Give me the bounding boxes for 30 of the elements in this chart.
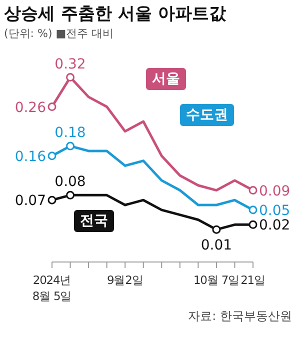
text: 수도권 xyxy=(180,104,234,126)
point xyxy=(248,206,258,214)
point xyxy=(48,102,56,112)
data-label: 0.05 xyxy=(259,202,290,219)
x-tick-label: 10월 7일 xyxy=(193,273,240,287)
data-label: 0.01 xyxy=(200,238,232,254)
data-label: 0.32 xyxy=(54,56,86,72)
point xyxy=(48,196,56,204)
point xyxy=(248,186,258,195)
point xyxy=(212,225,221,234)
text: 자료: 한국부동산원 xyxy=(188,308,292,325)
x-tick-label: 21일 xyxy=(240,273,266,287)
point xyxy=(66,190,75,200)
data-label: 0.26 xyxy=(14,100,46,116)
chart-title: 상승세 주춤한 서울 아파트값 xyxy=(4,3,226,25)
series-label: 전국 xyxy=(74,210,114,232)
point xyxy=(66,142,75,150)
x-tick-label: 2024년 8월 5일 xyxy=(32,273,72,303)
x-tick-label: 9월2일 xyxy=(106,273,144,287)
chart-subtitle: (단위: %) ■전주 대비 xyxy=(4,26,114,41)
data-label: 0.07 xyxy=(14,193,46,210)
data-label: 0.09 xyxy=(259,183,290,200)
data-label: 0.16 xyxy=(14,148,46,165)
text: 서울 xyxy=(146,68,186,90)
data-label: 0.02 xyxy=(259,218,290,234)
point xyxy=(48,152,56,160)
data-label: 0.18 xyxy=(54,125,86,142)
point xyxy=(66,73,75,82)
data-label: 0.08 xyxy=(54,174,86,190)
point xyxy=(248,220,258,229)
